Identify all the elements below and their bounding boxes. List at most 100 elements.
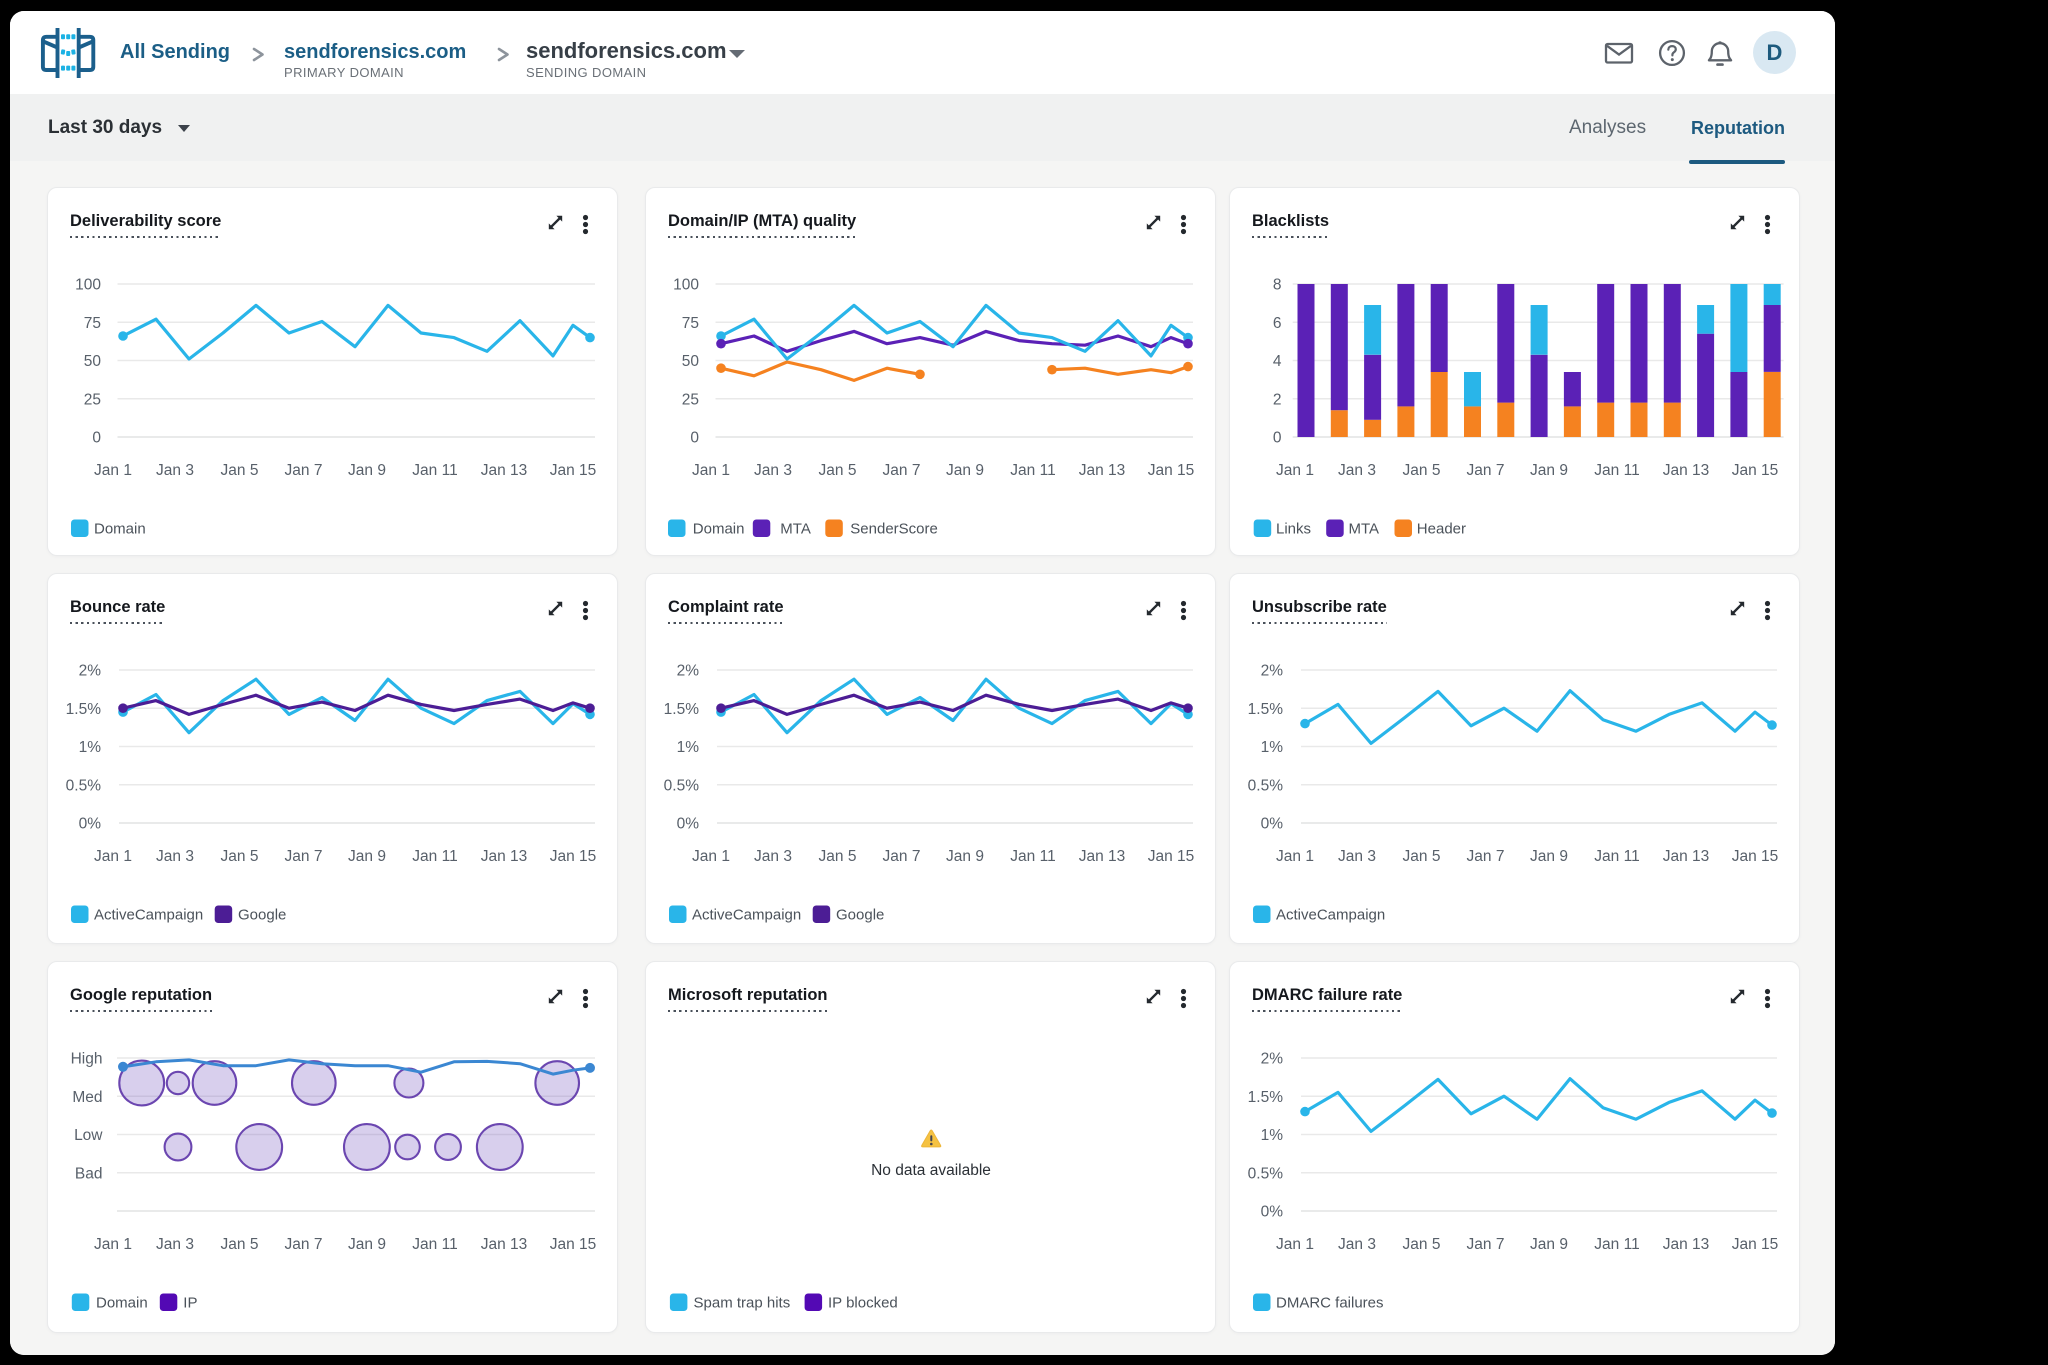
svg-text:Low: Low bbox=[74, 1127, 103, 1144]
svg-text:High: High bbox=[71, 1051, 103, 1068]
svg-text:Jan 7: Jan 7 bbox=[1467, 462, 1505, 479]
svg-text:Jan 3: Jan 3 bbox=[754, 848, 792, 865]
svg-text:2%: 2% bbox=[677, 663, 700, 680]
svg-text:Domain: Domain bbox=[94, 521, 146, 538]
svg-text:0.5%: 0.5% bbox=[1248, 777, 1284, 794]
svg-text:DMARC failures: DMARC failures bbox=[1276, 1295, 1384, 1312]
svg-text:0: 0 bbox=[690, 430, 699, 447]
svg-text:Jan 5: Jan 5 bbox=[221, 1236, 259, 1253]
svg-text:Jan 15: Jan 15 bbox=[1148, 462, 1195, 479]
svg-text:Jan 13: Jan 13 bbox=[1663, 1236, 1710, 1253]
svg-text:Jan 7: Jan 7 bbox=[1467, 848, 1505, 865]
svg-text:Jan 9: Jan 9 bbox=[1530, 462, 1568, 479]
svg-text:Jan 3: Jan 3 bbox=[156, 848, 194, 865]
svg-text:ActiveCampaign: ActiveCampaign bbox=[94, 907, 203, 924]
svg-text:Jan 11: Jan 11 bbox=[1594, 848, 1639, 865]
svg-text:0%: 0% bbox=[1261, 1204, 1284, 1221]
svg-text:Jan 13: Jan 13 bbox=[1663, 462, 1710, 479]
svg-text:Jan 7: Jan 7 bbox=[285, 1236, 323, 1253]
svg-text:Jan 11: Jan 11 bbox=[412, 462, 457, 479]
svg-text:Jan 1: Jan 1 bbox=[94, 848, 132, 865]
svg-text:ActiveCampaign: ActiveCampaign bbox=[1276, 907, 1385, 924]
svg-text:0.5%: 0.5% bbox=[1248, 1165, 1284, 1182]
svg-text:100: 100 bbox=[75, 277, 101, 294]
svg-text:Google: Google bbox=[238, 907, 286, 924]
svg-text:Jan 9: Jan 9 bbox=[348, 462, 386, 479]
svg-text:Jan 5: Jan 5 bbox=[1403, 1236, 1441, 1253]
svg-text:Jan 3: Jan 3 bbox=[156, 462, 194, 479]
svg-text:6: 6 bbox=[1273, 315, 1282, 332]
svg-text:2%: 2% bbox=[1261, 1051, 1284, 1068]
svg-text:4: 4 bbox=[1273, 353, 1282, 370]
svg-text:Jan 13: Jan 13 bbox=[481, 462, 528, 479]
svg-text:Med: Med bbox=[72, 1089, 102, 1106]
svg-text:No data available: No data available bbox=[871, 1162, 991, 1179]
svg-text:Jan 13: Jan 13 bbox=[1079, 462, 1126, 479]
svg-text:Jan 9: Jan 9 bbox=[348, 1236, 386, 1253]
svg-text:Spam trap hits: Spam trap hits bbox=[694, 1295, 791, 1312]
svg-text:8: 8 bbox=[1273, 277, 1282, 294]
svg-text:Jan 7: Jan 7 bbox=[1467, 1236, 1505, 1253]
svg-text:Jan 13: Jan 13 bbox=[481, 848, 528, 865]
svg-text:1.5%: 1.5% bbox=[1248, 701, 1284, 718]
svg-text:IP: IP bbox=[183, 1295, 197, 1312]
svg-text:Jan 1: Jan 1 bbox=[1276, 1236, 1314, 1253]
svg-text:Jan 5: Jan 5 bbox=[1403, 462, 1441, 479]
svg-text:MTA: MTA bbox=[780, 521, 811, 538]
svg-text:0%: 0% bbox=[1261, 816, 1284, 833]
svg-text:Jan 5: Jan 5 bbox=[819, 848, 857, 865]
svg-text:Jan 1: Jan 1 bbox=[94, 1236, 132, 1253]
svg-text:Jan 7: Jan 7 bbox=[285, 848, 323, 865]
svg-text:100: 100 bbox=[673, 277, 699, 294]
svg-text:Jan 1: Jan 1 bbox=[1276, 462, 1314, 479]
svg-text:Jan 5: Jan 5 bbox=[819, 462, 857, 479]
svg-text:Jan 5: Jan 5 bbox=[221, 848, 259, 865]
svg-text:Jan 13: Jan 13 bbox=[1079, 848, 1126, 865]
svg-text:2: 2 bbox=[1273, 391, 1282, 408]
svg-text:Jan 3: Jan 3 bbox=[1338, 1236, 1376, 1253]
svg-text:1%: 1% bbox=[1261, 1127, 1284, 1144]
svg-text:Jan 11: Jan 11 bbox=[1010, 848, 1055, 865]
svg-text:0.5%: 0.5% bbox=[66, 777, 102, 794]
svg-text:Google: Google bbox=[836, 907, 884, 924]
svg-text:Jan 15: Jan 15 bbox=[1148, 848, 1195, 865]
svg-text:1.5%: 1.5% bbox=[1248, 1089, 1284, 1106]
svg-text:0: 0 bbox=[92, 430, 101, 447]
svg-text:Jan 9: Jan 9 bbox=[348, 848, 386, 865]
svg-text:IP blocked: IP blocked bbox=[828, 1295, 898, 1312]
svg-text:Header: Header bbox=[1417, 521, 1466, 538]
svg-text:Jan 13: Jan 13 bbox=[481, 1236, 528, 1253]
svg-text:Jan 1: Jan 1 bbox=[692, 848, 730, 865]
svg-text:0: 0 bbox=[1273, 430, 1282, 447]
svg-text:Domain: Domain bbox=[96, 1295, 148, 1312]
svg-text:1%: 1% bbox=[1261, 739, 1284, 756]
svg-text:Jan 5: Jan 5 bbox=[221, 462, 259, 479]
svg-text:0%: 0% bbox=[677, 816, 700, 833]
svg-text:25: 25 bbox=[84, 391, 101, 408]
svg-text:25: 25 bbox=[682, 391, 699, 408]
svg-text:2%: 2% bbox=[1261, 663, 1284, 680]
svg-text:Jan 5: Jan 5 bbox=[1403, 848, 1441, 865]
svg-text:Jan 7: Jan 7 bbox=[883, 848, 921, 865]
svg-text:Bad: Bad bbox=[75, 1165, 103, 1182]
svg-text:Jan 7: Jan 7 bbox=[883, 462, 921, 479]
svg-text:1%: 1% bbox=[79, 739, 102, 756]
svg-text:1%: 1% bbox=[677, 739, 700, 756]
svg-text:Jan 7: Jan 7 bbox=[285, 462, 323, 479]
svg-text:Jan 15: Jan 15 bbox=[550, 848, 597, 865]
svg-text:Jan 9: Jan 9 bbox=[1530, 1236, 1568, 1253]
svg-text:Jan 15: Jan 15 bbox=[550, 1236, 597, 1253]
svg-text:75: 75 bbox=[84, 315, 101, 332]
svg-text:2%: 2% bbox=[79, 663, 102, 680]
svg-text:Jan 11: Jan 11 bbox=[1010, 462, 1055, 479]
svg-text:75: 75 bbox=[682, 315, 699, 332]
svg-text:MTA: MTA bbox=[1349, 521, 1380, 538]
svg-text:Jan 1: Jan 1 bbox=[94, 462, 132, 479]
svg-text:Jan 9: Jan 9 bbox=[946, 462, 984, 479]
svg-text:Jan 11: Jan 11 bbox=[1594, 1236, 1639, 1253]
svg-text:Jan 13: Jan 13 bbox=[1663, 848, 1710, 865]
svg-text:Jan 3: Jan 3 bbox=[1338, 848, 1376, 865]
svg-text:ActiveCampaign: ActiveCampaign bbox=[692, 907, 801, 924]
svg-text:Domain: Domain bbox=[693, 521, 745, 538]
svg-text:1.5%: 1.5% bbox=[66, 701, 102, 718]
